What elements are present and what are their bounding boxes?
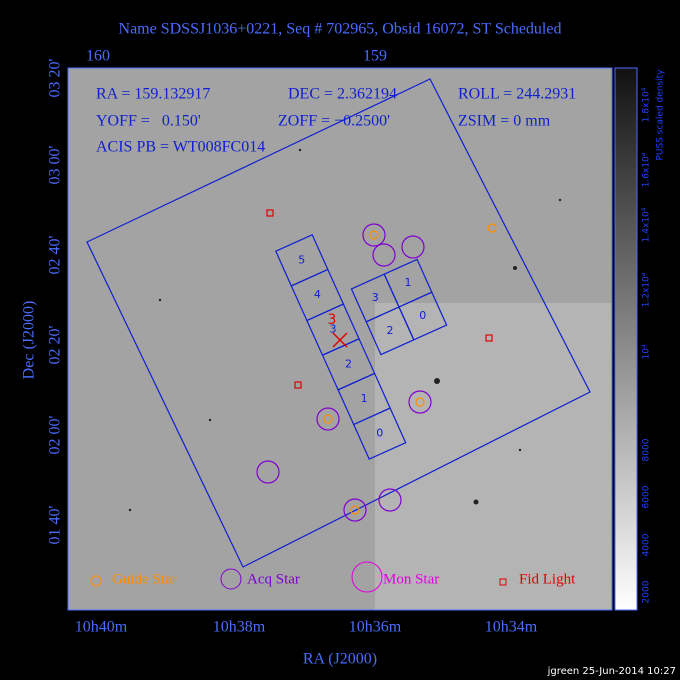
star [518,448,522,452]
sky-image-tile [375,303,612,610]
guide-star [369,230,379,240]
colorbar-labels: 2000 4000 6000 8000 10⁴ 1.2x10⁴ 1.4x10⁴ 1.6x10⁴… [642,87,652,603]
y-axis-title: Dec (J2000) [21,301,38,380]
y-tick-label: 02 20' [47,325,64,364]
star [208,418,212,422]
footer: jgreen 25-Jun-2014 10:27 [547,666,676,677]
targets [256,209,497,522]
info-acis: ACIS PB = WT008FC014 [96,139,265,156]
colorbar-label: 1.8x10⁴ [642,87,652,122]
legend-fid-icon [499,578,507,586]
star [558,198,562,202]
title: Name SDSSJ1036+0221, Seq # 702965, Obsid… [119,21,562,38]
ccd-label: 1 [405,276,412,289]
ccd-label: 4 [314,288,321,301]
legend-acq: Acq Star [247,571,300,587]
top-tick-label: 160 [86,48,110,65]
colorbar-label: 4000 [642,533,652,556]
y-tick-label: 02 00' [47,415,64,454]
y-axis: 03 20' 03 00' 02 40' 02 20' 02 00' 01 40' [47,58,64,544]
aimpoint [332,332,348,348]
star [513,266,517,270]
x-axis-title: RA (J2000) [303,651,377,668]
x-tick-label: 10h40m [75,619,128,636]
guide-star [350,505,360,515]
stars [128,148,562,512]
colorbar [614,67,638,611]
x-tick-label: 10h34m [485,619,538,636]
ccd-label: 2 [386,324,393,337]
acq-star [316,407,340,431]
top-tick-label: 159 [363,48,387,65]
legend-fid: Fid Light [519,571,576,587]
guide-star [323,414,333,424]
info-zoff: ZOFF = −0.2500' [278,113,390,130]
legend-mon-icon [351,561,383,593]
aimpoint-label: 3 [328,312,337,328]
acq-star [343,498,367,522]
ccd-label: 0 [419,309,426,322]
ccd-label: 0 [376,427,383,440]
ccd-chip [352,407,407,460]
y-tick-label: 03 00' [47,145,64,184]
acq-star [378,488,402,512]
info-zsim: ZSIM = 0 mm [458,113,551,130]
colorbar-label: 8000 [642,438,652,461]
guide-star [487,223,497,233]
ccd-label: 3 [329,323,336,336]
star [434,378,440,384]
legend-guide: Guide Star [112,571,177,587]
colorbar-title: PUSS scaled density [656,69,666,161]
plot-frame [67,67,613,611]
acq-star [362,223,386,247]
ccd-chip [398,291,448,341]
colorbar-label: 1.6x10⁴ [642,152,652,187]
star [128,508,132,512]
info-yoff: YOFF = 0.150' [96,113,201,130]
info-dec: DEC = 2.362194 [288,86,397,103]
legend-guide-icon [90,575,102,587]
info-roll: ROLL = 244.2931 [458,86,576,103]
star [158,298,162,302]
acq-star [256,460,280,484]
colorbar-label: 10⁴ [642,344,652,359]
x-tick-label: 10h38m [213,619,266,636]
star [298,148,302,152]
star [473,499,479,505]
legend-mon: Mon Star [383,571,439,587]
y-tick-label: 02 40' [47,235,64,274]
colorbar-label: 2000 [642,580,652,603]
ccd-label: 1 [361,392,368,405]
x-tick-label: 10h36m [349,619,402,636]
y-tick-label: 01 40' [47,505,64,544]
fid-light [485,334,493,342]
ccd-label: 5 [298,253,305,266]
acq-star [408,390,432,414]
colorbar-label: 1.4x10⁴ [642,207,652,242]
legend-acq-icon [220,568,242,590]
acq-star [401,235,425,259]
info-ra: RA = 159.132917 [96,86,210,103]
y-tick-label: 03 20' [47,58,64,97]
ccd-label: 2 [345,357,352,370]
fid-light [294,381,302,389]
acq-star [372,243,396,267]
fid-light [266,209,274,217]
field-outline [86,78,591,568]
ccd-label: 3 [372,291,379,304]
colorbar-label: 6000 [642,485,652,508]
guide-star [415,397,425,407]
colorbar-label: 1.2x10⁴ [642,272,652,307]
